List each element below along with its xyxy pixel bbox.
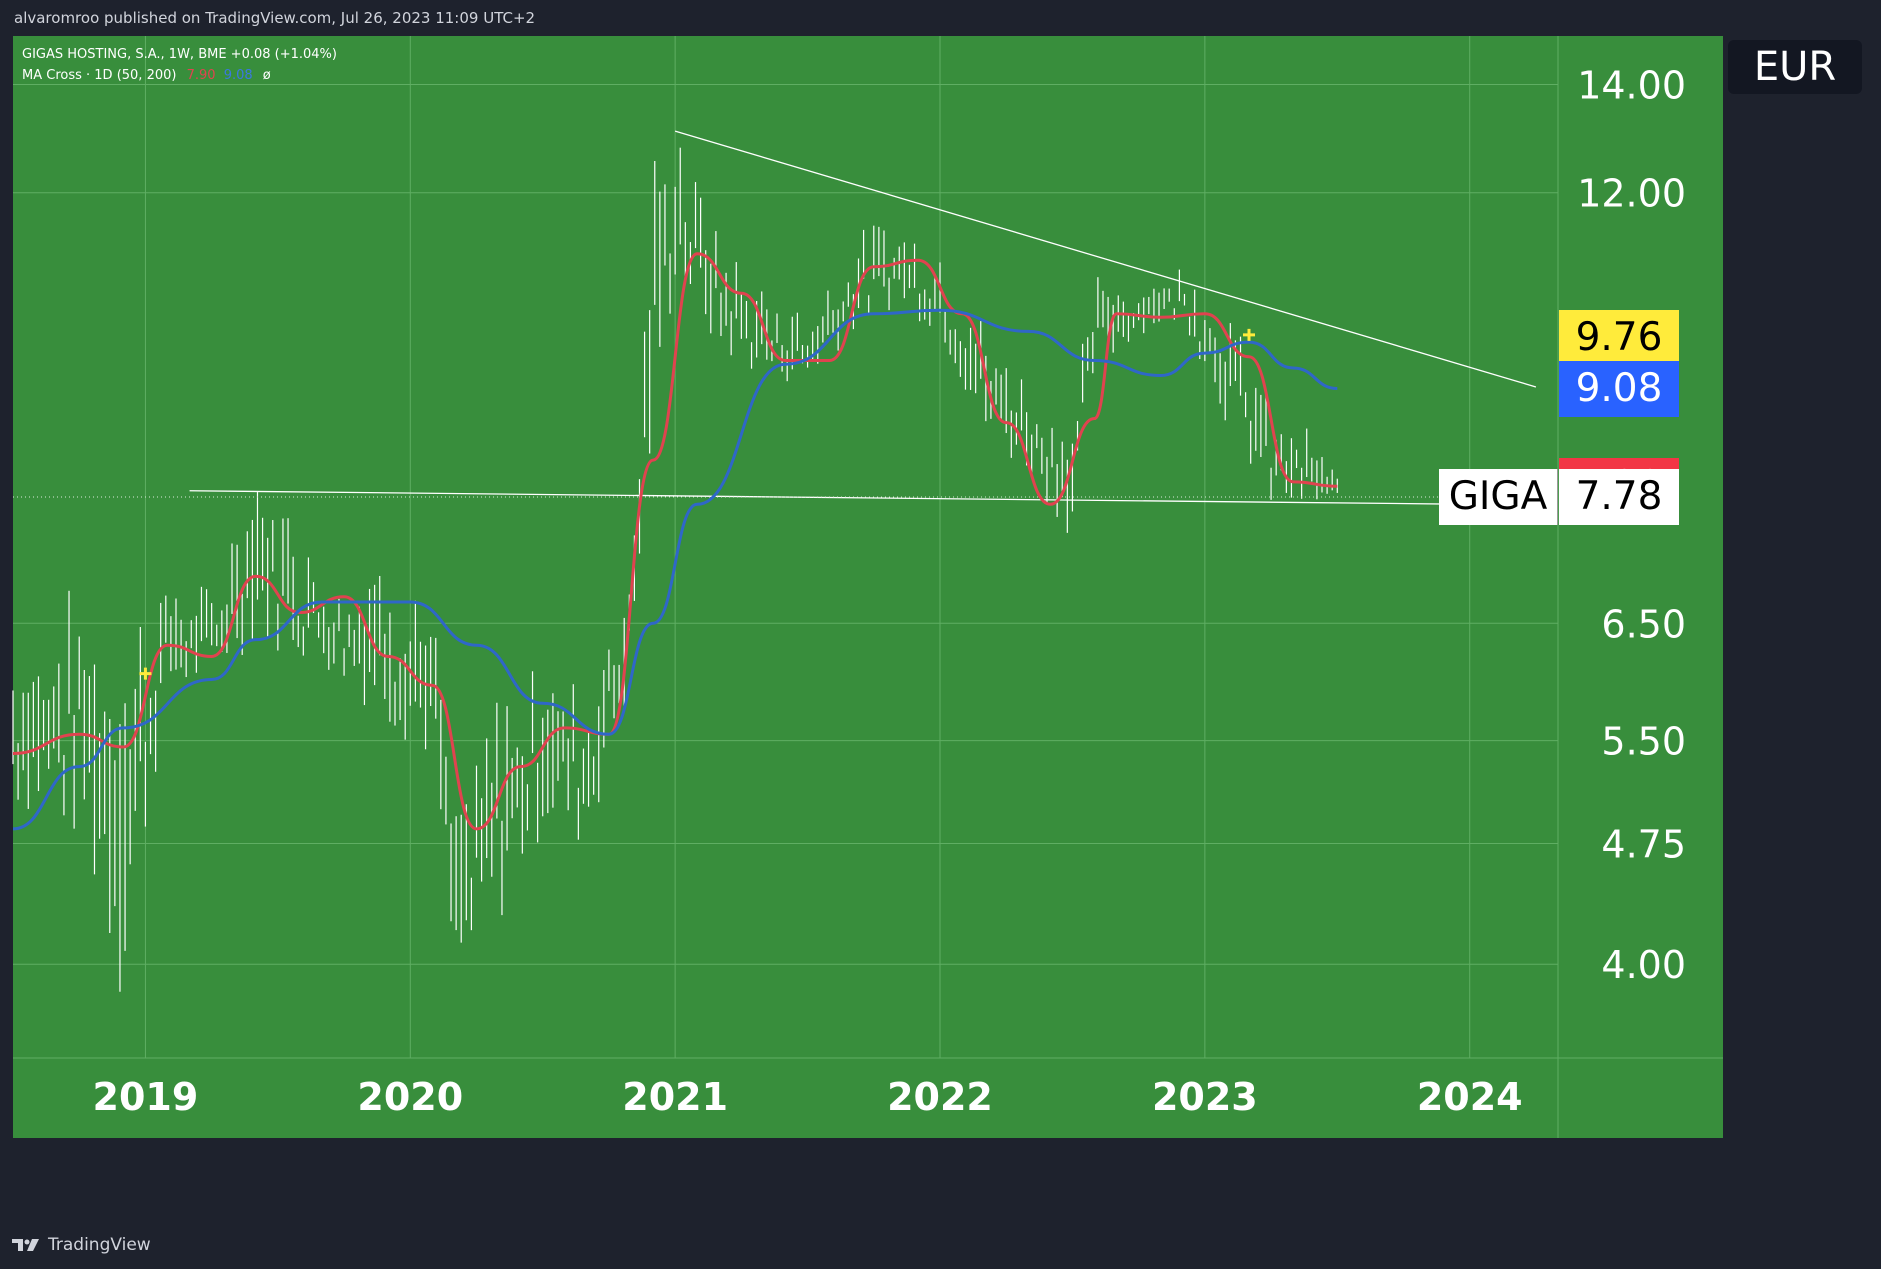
y-tick-label: 6.50 (1601, 602, 1686, 646)
ma-cross-marker (1243, 328, 1255, 341)
y-tick-label: 4.75 (1601, 823, 1686, 867)
price-label-value: 9.08 (1559, 360, 1679, 417)
x-tick-label: 2023 (1152, 1075, 1258, 1119)
y-tick-label: 12.00 (1577, 172, 1686, 216)
ma-line-ma200 (12, 308, 1338, 831)
publisher-text: alvaromroo published on TradingView.com,… (14, 9, 536, 27)
x-tick-label: 2021 (622, 1075, 728, 1119)
ma-cross-marker (139, 667, 152, 680)
footer-brand: TradingView (48, 1234, 151, 1255)
price-label-value: 9.76 (1559, 309, 1679, 366)
chart-legend: GIGAS HOSTING, S.A., 1W, BME +0.08 (+1.0… (22, 44, 337, 86)
indicator-row: MA Cross · 1D (50, 200) 7.90 9.08 ø (22, 65, 337, 86)
symbol-title: GIGAS HOSTING, S.A., 1W, BME +0.08 (+1.0… (22, 47, 337, 62)
price-label-value: 7.78 (1559, 469, 1679, 526)
price-label-symbol: GIGA (1439, 469, 1558, 526)
indicator-label: MA Cross · 1D (50, 200) (22, 68, 177, 83)
ma-line-ma50 (12, 252, 1338, 831)
x-tick-label: 2020 (357, 1075, 463, 1119)
visibility-icon[interactable]: ø (262, 68, 271, 83)
tradingview-logo-icon (12, 1238, 39, 1251)
y-tick-label: 5.50 (1601, 720, 1686, 764)
currency-button[interactable]: EUR (1728, 40, 1862, 94)
x-tick-label: 2022 (887, 1075, 993, 1119)
plot-background (13, 36, 1723, 1138)
ma200-value: 9.08 (223, 68, 253, 83)
publisher-bar: alvaromroo published on TradingView.com,… (0, 0, 1881, 36)
footer-bar: TradingView (0, 1224, 1881, 1265)
x-tick-label: 2019 (93, 1075, 199, 1119)
x-tick-label: 2024 (1417, 1075, 1523, 1119)
trendline[interactable] (674, 130, 1537, 388)
y-tick-label: 4.00 (1601, 943, 1686, 987)
y-tick-label: 14.00 (1577, 63, 1686, 107)
ma50-value: 7.90 (186, 68, 216, 83)
